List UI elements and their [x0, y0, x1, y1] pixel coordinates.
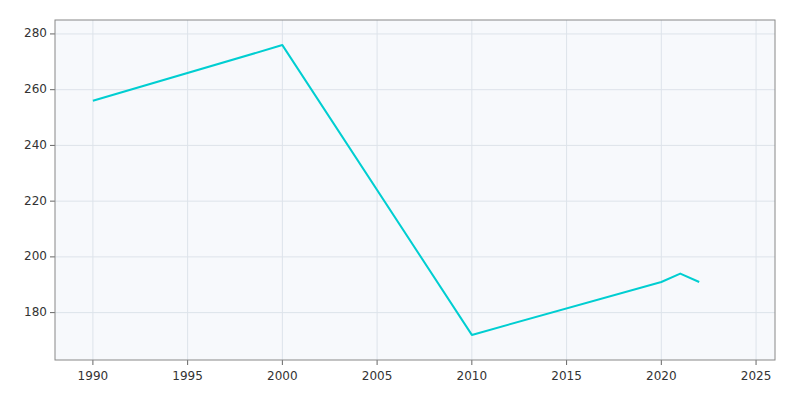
- x-tick: [661, 360, 662, 365]
- x-tick: [756, 360, 757, 365]
- chart-container: 180 200 220 240 260 280 1990 1995 2000 2005 2010 20…: [0, 0, 800, 400]
- chart: 180 200 220 240 260 280 1990 1995 2000 2005 2010 20…: [0, 0, 800, 400]
- x-tick: [377, 360, 378, 365]
- y-grid-line: [55, 145, 775, 146]
- y-grid-line: [55, 89, 775, 90]
- grid: [55, 20, 775, 360]
- x-grid-line: [187, 20, 188, 360]
- x-tick: [187, 360, 188, 365]
- x-tick-label: 2020: [646, 369, 677, 383]
- y-tick-label: 220: [24, 194, 47, 208]
- y-tick: [50, 33, 55, 34]
- x-grid-line: [471, 20, 472, 360]
- axes: 180 200 220 240 260 280 1990 1995 2000 2005 2010 20…: [24, 20, 775, 383]
- x-tick: [282, 360, 283, 365]
- y-grid-line: [55, 312, 775, 313]
- x-tick-label: 2005: [362, 369, 393, 383]
- x-grid-line: [661, 20, 662, 360]
- y-tick-label: 200: [24, 249, 47, 263]
- y-tick-label: 260: [24, 82, 47, 96]
- y-tick-label: 240: [24, 138, 47, 152]
- y-tick: [50, 256, 55, 257]
- x-tick-label: 2010: [457, 369, 488, 383]
- y-tick-label: 180: [24, 305, 47, 319]
- data-line: [93, 45, 699, 335]
- x-tick-label: 2015: [551, 369, 582, 383]
- x-grid-line: [282, 20, 283, 360]
- x-grid-line: [756, 20, 757, 360]
- y-grid-line: [55, 33, 775, 34]
- y-tick: [50, 145, 55, 146]
- x-tick: [92, 360, 93, 365]
- x-tick-label: 2000: [267, 369, 298, 383]
- y-tick-label: 280: [24, 26, 47, 40]
- y-tick: [50, 312, 55, 313]
- y-tick: [50, 201, 55, 202]
- plot-frame: [55, 20, 775, 360]
- y-grid-line: [55, 201, 775, 202]
- data-layer: [93, 45, 699, 335]
- x-tick-label: 1990: [78, 369, 109, 383]
- y-tick: [50, 89, 55, 90]
- x-tick-label: 1995: [172, 369, 203, 383]
- x-tick: [566, 360, 567, 365]
- x-tick-label: 2025: [741, 369, 772, 383]
- x-grid-line: [92, 20, 93, 360]
- x-tick: [471, 360, 472, 365]
- y-grid-line: [55, 256, 775, 257]
- plot-background: [55, 20, 775, 360]
